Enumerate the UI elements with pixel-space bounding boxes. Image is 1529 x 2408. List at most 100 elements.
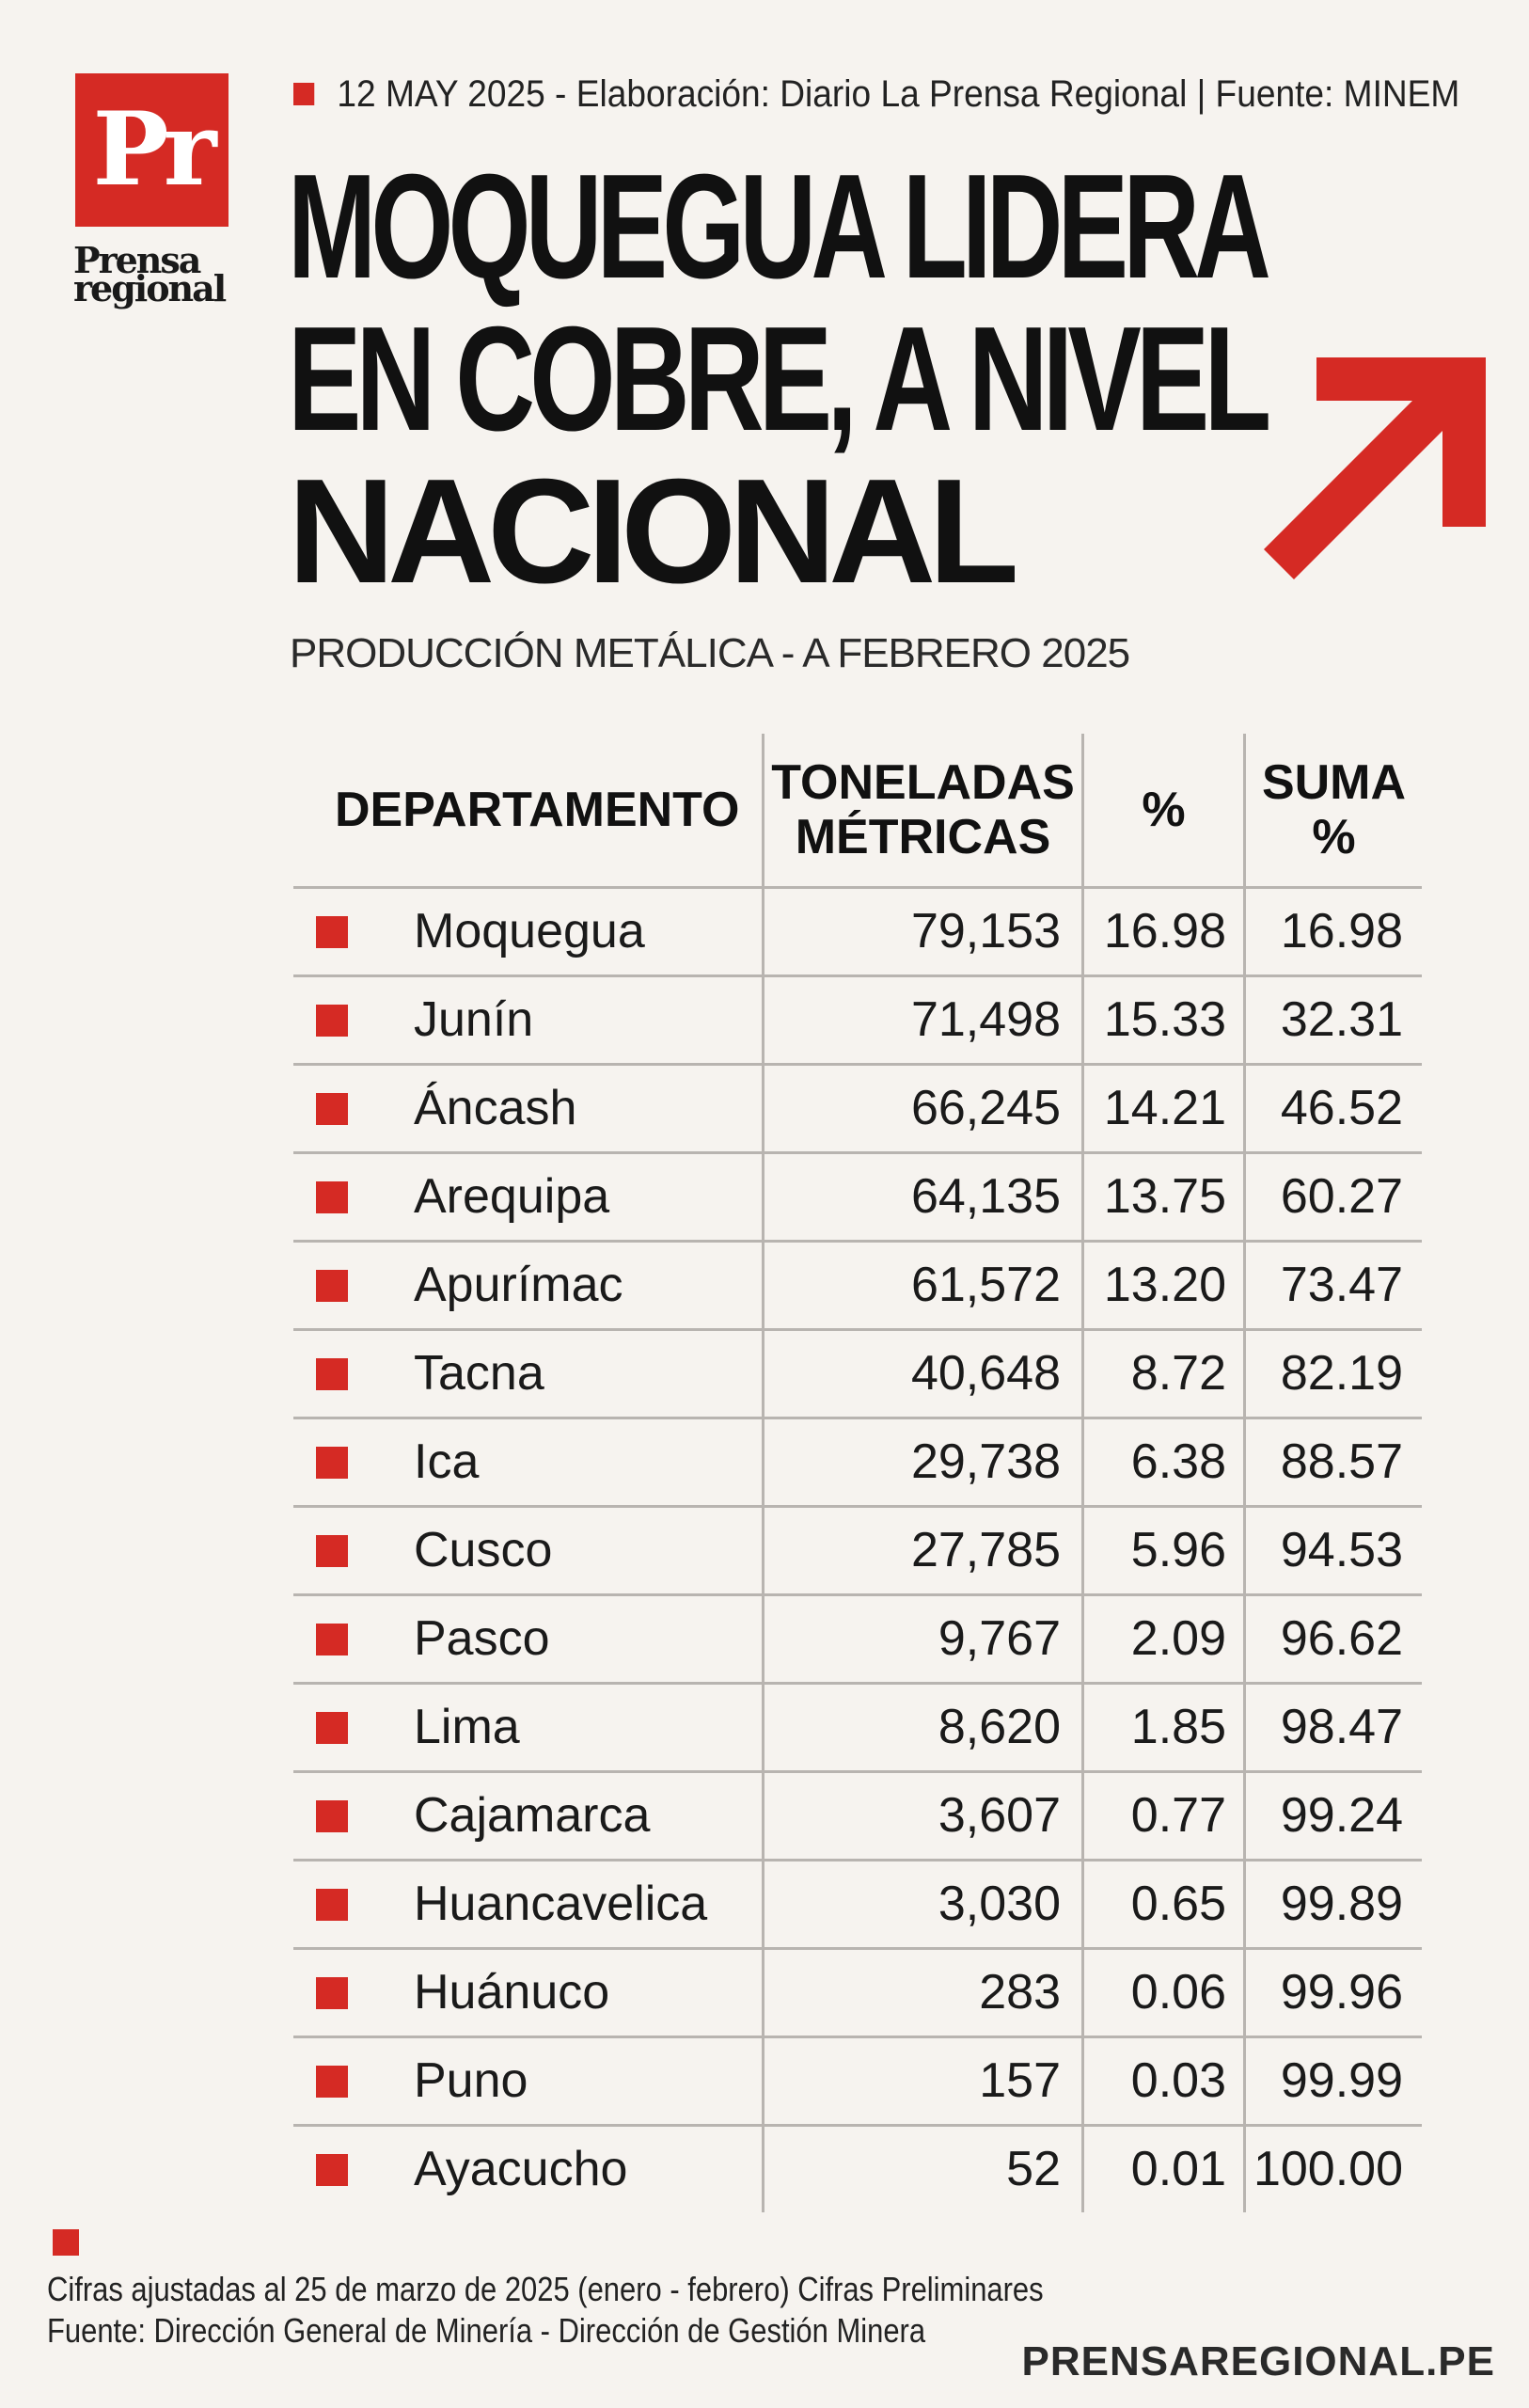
cell-departamento: Arequipa bbox=[293, 1154, 762, 1240]
table-row: Áncash 66,245 14.21 46.52 bbox=[293, 1066, 1422, 1154]
cell-departamento: Junín bbox=[293, 977, 762, 1063]
table-row: Pasco 9,767 2.09 96.62 bbox=[293, 1596, 1422, 1685]
departamento-label: Huánuco bbox=[414, 1965, 610, 2020]
red-square-icon bbox=[316, 1976, 348, 2009]
header-suma: SUMA % bbox=[1243, 734, 1422, 886]
footnote-2: Fuente: Dirección General de Minería - D… bbox=[47, 2311, 926, 2350]
red-square-icon bbox=[316, 915, 348, 948]
cell-pct: 15.33 bbox=[1081, 977, 1243, 1063]
red-square-icon bbox=[316, 1888, 348, 1921]
cell-toneladas: 157 bbox=[762, 2038, 1081, 2124]
red-square-icon bbox=[316, 1711, 348, 1744]
headline-line-1: MOQUEGUA LIDERA bbox=[288, 144, 1271, 309]
subtitle: PRODUCCIÓN METÁLICA - A FEBRERO 2025 bbox=[290, 630, 1130, 676]
cell-pct: 14.21 bbox=[1081, 1066, 1243, 1151]
header-suma-line-2: % bbox=[1312, 810, 1356, 864]
red-square-icon bbox=[316, 1799, 348, 1832]
red-square-icon bbox=[316, 1446, 348, 1479]
cell-toneladas: 9,767 bbox=[762, 1596, 1081, 1682]
cell-suma: 82.19 bbox=[1243, 1331, 1422, 1417]
departamento-label: Cajamarca bbox=[414, 1788, 651, 1843]
red-square-icon bbox=[293, 83, 315, 105]
departamento-label: Moquegua bbox=[414, 904, 645, 958]
table-header: DEPARTAMENTO TONELADAS MÉTRICAS % SUMA % bbox=[293, 734, 1422, 886]
departamento-label: Pasco bbox=[414, 1611, 550, 1666]
cell-suma: 96.62 bbox=[1243, 1596, 1422, 1682]
red-square-icon bbox=[316, 2153, 348, 2186]
cell-pct: 0.77 bbox=[1081, 1773, 1243, 1859]
table-row: Arequipa 64,135 13.75 60.27 bbox=[293, 1154, 1422, 1243]
headline-line-2: EN COBRE, A NIVEL bbox=[288, 296, 1271, 462]
table-row: Ayacucho 52 0.01 100.00 bbox=[293, 2127, 1422, 2212]
table-row: Lima 8,620 1.85 98.47 bbox=[293, 1685, 1422, 1773]
header-toneladas-line-2: MÉTRICAS bbox=[795, 810, 1051, 864]
red-square-icon bbox=[316, 1269, 348, 1302]
departamento-label: Cusco bbox=[414, 1523, 553, 1577]
dateline: 12 MAY 2025 - Elaboración: Diario La Pre… bbox=[293, 68, 1459, 120]
cell-pct: 13.20 bbox=[1081, 1243, 1243, 1328]
cell-suma: 46.52 bbox=[1243, 1066, 1422, 1151]
cell-pct: 13.75 bbox=[1081, 1154, 1243, 1240]
header-suma-line-1: SUMA bbox=[1261, 755, 1407, 810]
cell-toneladas: 52 bbox=[762, 2127, 1081, 2212]
cell-toneladas: 40,648 bbox=[762, 1331, 1081, 1417]
departamento-label: Puno bbox=[414, 2053, 528, 2108]
table-row: Tacna 40,648 8.72 82.19 bbox=[293, 1331, 1422, 1419]
table-row: Cajamarca 3,607 0.77 99.24 bbox=[293, 1773, 1422, 1861]
table-row: Junín 71,498 15.33 32.31 bbox=[293, 977, 1422, 1066]
table-row: Huánuco 283 0.06 99.96 bbox=[293, 1950, 1422, 2038]
cell-pct: 16.98 bbox=[1081, 889, 1243, 974]
cell-pct: 0.03 bbox=[1081, 2038, 1243, 2124]
cell-departamento: Áncash bbox=[293, 1066, 762, 1151]
headline-line-3: NACIONAL bbox=[288, 449, 1019, 614]
cell-suma: 100.00 bbox=[1243, 2127, 1422, 2212]
cell-toneladas: 79,153 bbox=[762, 889, 1081, 974]
header-pct-line: % bbox=[1142, 783, 1186, 837]
cell-toneladas: 3,607 bbox=[762, 1773, 1081, 1859]
red-square-icon bbox=[316, 1180, 348, 1213]
table-row: Apurímac 61,572 13.20 73.47 bbox=[293, 1243, 1422, 1331]
cell-departamento: Lima bbox=[293, 1685, 762, 1770]
departamento-label: Áncash bbox=[414, 1081, 577, 1135]
cell-departamento: Cajamarca bbox=[293, 1773, 762, 1859]
table-body: Moquegua 79,153 16.98 16.98 Junín 71,498 15.33… bbox=[293, 886, 1422, 2212]
cell-suma: 16.98 bbox=[1243, 889, 1422, 974]
cell-departamento: Pasco bbox=[293, 1596, 762, 1682]
cell-departamento: Ica bbox=[293, 1419, 762, 1505]
cell-suma: 88.57 bbox=[1243, 1419, 1422, 1505]
cell-pct: 6.38 bbox=[1081, 1419, 1243, 1505]
site-url: PRENSAREGIONAL.PE bbox=[1021, 2338, 1495, 2384]
cell-suma: 99.99 bbox=[1243, 2038, 1422, 2124]
footnote-1: Cifras ajustadas al 25 de marzo de 2025 … bbox=[47, 2270, 1044, 2308]
cell-suma: 32.31 bbox=[1243, 977, 1422, 1063]
departamento-label: Ica bbox=[414, 1434, 480, 1489]
headline: MOQUEGUA LIDERA EN COBRE, A NIVEL NACION… bbox=[288, 150, 1285, 608]
cell-departamento: Huancavelica bbox=[293, 1861, 762, 1947]
cell-departamento: Huánuco bbox=[293, 1950, 762, 2036]
departamento-label: Arequipa bbox=[414, 1169, 610, 1224]
cell-toneladas: 29,738 bbox=[762, 1419, 1081, 1505]
cell-toneladas: 61,572 bbox=[762, 1243, 1081, 1328]
logo-letters: Pr bbox=[92, 90, 216, 209]
departamento-label: Huancavelica bbox=[414, 1877, 708, 1931]
header-departamento: DEPARTAMENTO bbox=[293, 734, 762, 886]
cell-suma: 99.24 bbox=[1243, 1773, 1422, 1859]
red-square-icon bbox=[316, 1534, 348, 1567]
departamento-label: Lima bbox=[414, 1700, 520, 1754]
cell-departamento: Apurímac bbox=[293, 1243, 762, 1328]
cell-toneladas: 66,245 bbox=[762, 1066, 1081, 1151]
red-square-icon bbox=[316, 2065, 348, 2098]
departamento-label: Apurímac bbox=[414, 1258, 623, 1312]
cell-suma: 73.47 bbox=[1243, 1243, 1422, 1328]
header-toneladas: TONELADAS MÉTRICAS bbox=[762, 734, 1081, 886]
red-square-icon bbox=[316, 1004, 348, 1037]
red-square-icon bbox=[316, 1623, 348, 1656]
brand-logo: Pr bbox=[75, 73, 229, 227]
cell-suma: 98.47 bbox=[1243, 1685, 1422, 1770]
departamento-label: Junín bbox=[414, 992, 534, 1047]
cell-toneladas: 8,620 bbox=[762, 1685, 1081, 1770]
table-row: Cusco 27,785 5.96 94.53 bbox=[293, 1508, 1422, 1596]
cell-pct: 0.65 bbox=[1081, 1861, 1243, 1947]
cell-toneladas: 3,030 bbox=[762, 1861, 1081, 1947]
up-right-arrow-icon bbox=[1264, 357, 1486, 579]
